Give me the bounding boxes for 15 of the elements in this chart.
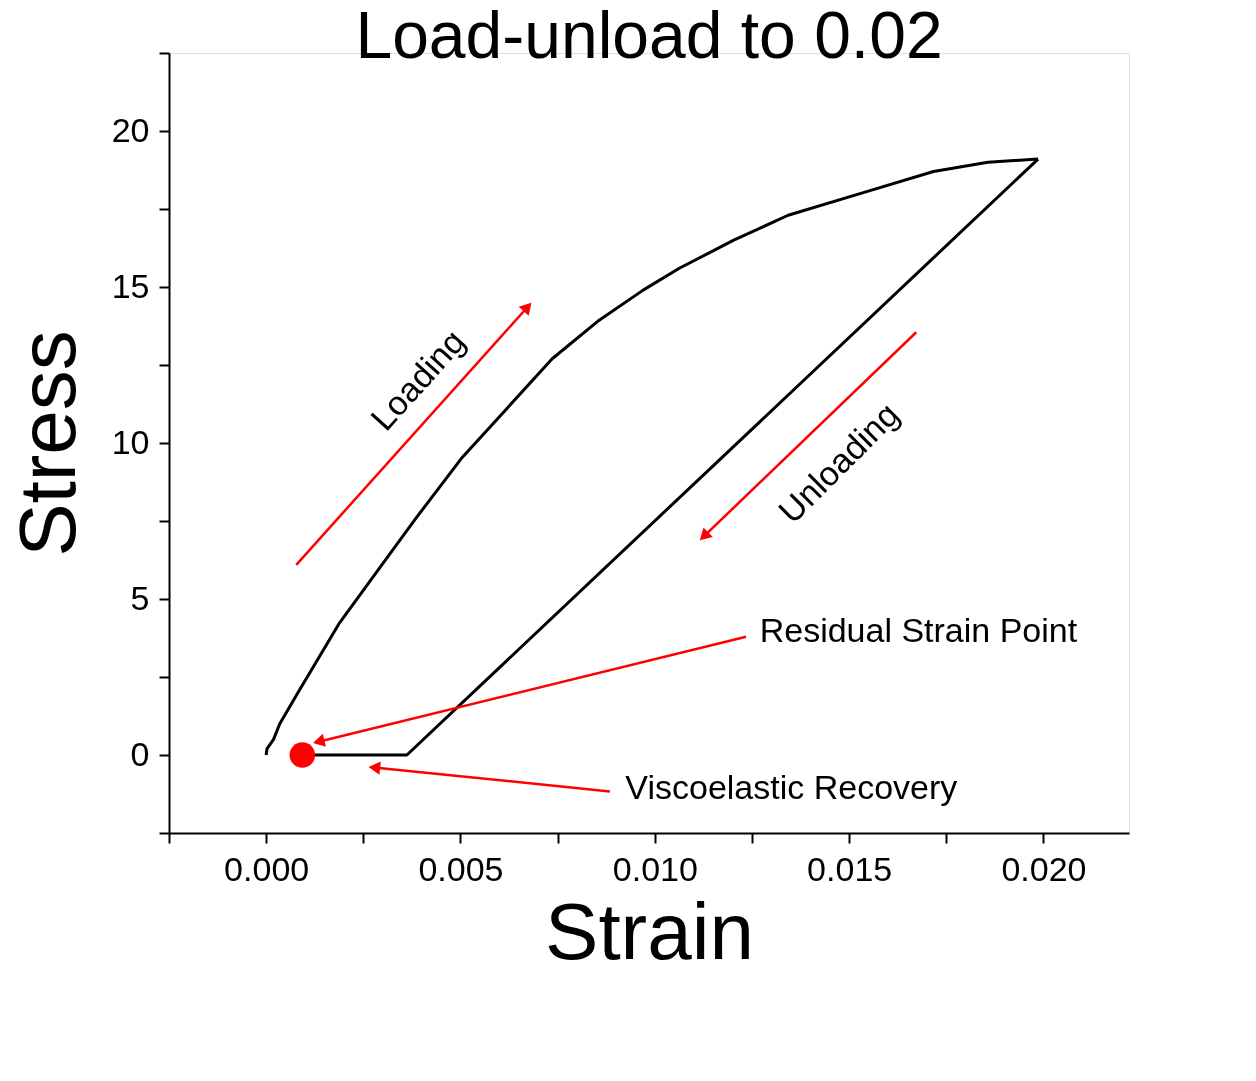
chart-title: Load-unload to 0.02 — [355, 0, 943, 72]
x-tick-label: 0.020 — [1001, 849, 1087, 888]
y-tick-label: 0 — [130, 734, 150, 773]
annotation: Viscoelastic Recovery — [625, 767, 958, 806]
x-tick-label: 0.005 — [418, 849, 504, 888]
x-axis-title: Strain — [545, 886, 754, 976]
y-axis-title: Stress — [2, 330, 92, 557]
y-tick-label: 15 — [111, 266, 150, 305]
x-tick-label: 0.000 — [224, 849, 310, 888]
y-tick-label: 10 — [111, 422, 150, 461]
y-tick-label: 20 — [111, 110, 150, 149]
annotation: Residual Strain Point — [759, 611, 1078, 650]
x-tick-label: 0.015 — [807, 849, 893, 888]
y-tick-label: 5 — [130, 578, 150, 617]
x-tick-label: 0.010 — [612, 849, 698, 888]
